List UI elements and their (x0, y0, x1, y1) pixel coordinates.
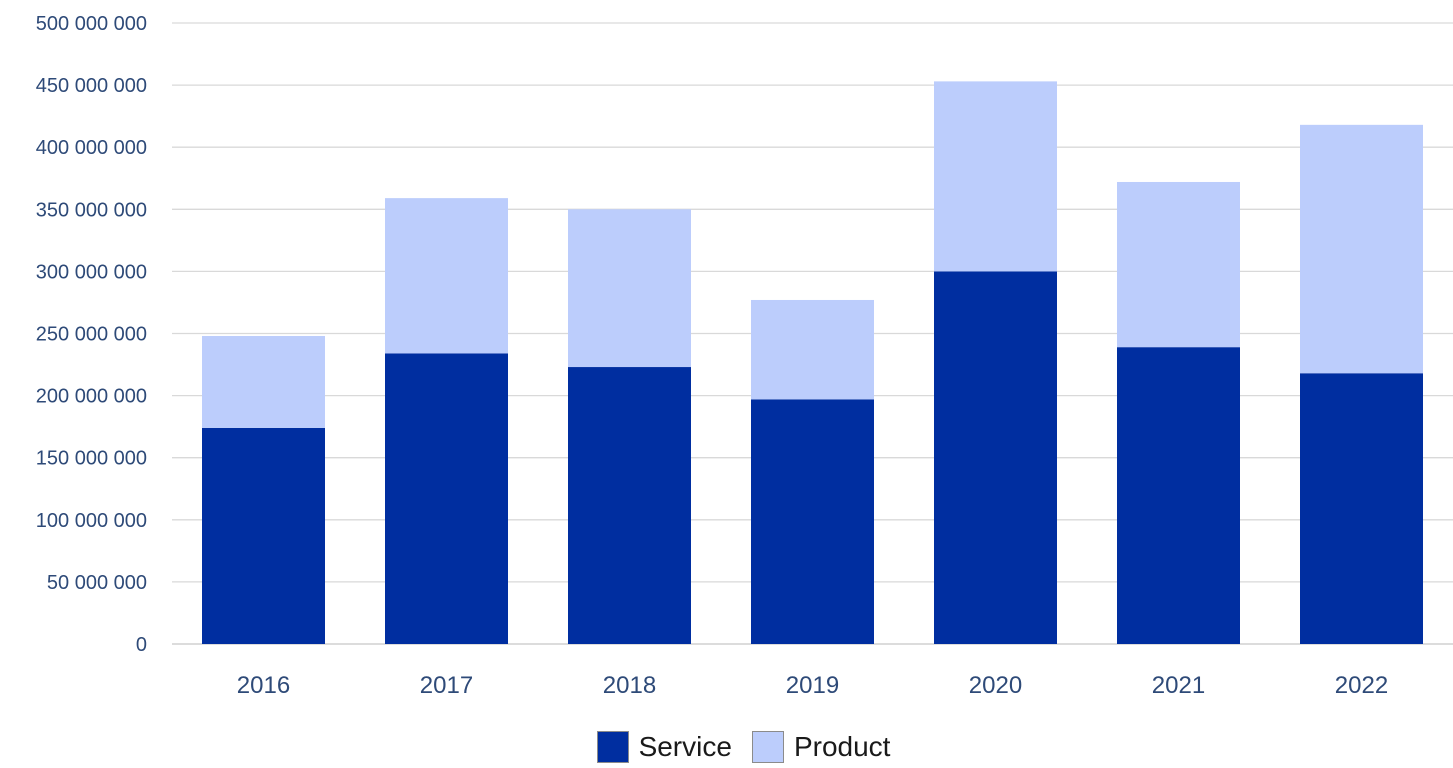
y-tick-label: 250 000 000 (36, 324, 147, 346)
bar-product-2016[interactable] (202, 335, 325, 428)
x-tick-label: 2022 (1335, 672, 1388, 699)
y-tick-label: 100 000 000 (36, 510, 147, 532)
x-tick-label: 2018 (603, 672, 656, 699)
bar-service-2022[interactable] (1300, 373, 1423, 644)
y-tick-label: 150 000 000 (36, 448, 147, 470)
y-tick-label: 50 000 000 (47, 572, 147, 594)
y-tick-label: 500 000 000 (36, 13, 147, 35)
bars (202, 81, 1423, 644)
y-tick-label: 300 000 000 (36, 261, 147, 283)
legend-item-service[interactable]: Service (596, 731, 732, 763)
legend: Service Product (0, 726, 1453, 768)
y-axis-tick-labels: 0 50 000 000 100 000 000 150 000 000 200 000… (36, 13, 147, 656)
bar-service-2018[interactable] (568, 367, 691, 644)
legend-item-product[interactable]: Product (751, 731, 891, 763)
legend-label-product: Product (793, 731, 891, 762)
y-tick-label: 350 000 000 (36, 199, 147, 221)
legend-swatch-service (596, 731, 629, 763)
x-tick-label: 2020 (969, 672, 1022, 699)
y-tick-label: 200 000 000 (36, 386, 147, 408)
bar-product-2019[interactable] (751, 299, 874, 400)
x-tick-label: 2017 (420, 672, 473, 699)
bar-service-2020[interactable] (934, 271, 1057, 644)
legend-label-service: Service (638, 731, 732, 762)
x-tick-label: 2016 (237, 672, 290, 699)
bar-product-2022[interactable] (1300, 124, 1423, 374)
y-tick-label: 0 (136, 634, 147, 656)
bar-product-2020[interactable] (934, 81, 1057, 272)
y-tick-label: 400 000 000 (36, 137, 147, 159)
bar-product-2018[interactable] (568, 209, 691, 368)
bar-product-2021[interactable] (1117, 181, 1240, 348)
x-axis-tick-labels: 2016 2017 2018 2019 2020 2021 2022 (237, 672, 1388, 699)
bar-service-2017[interactable] (385, 353, 508, 644)
x-tick-label: 2021 (1152, 672, 1205, 699)
bar-service-2021[interactable] (1117, 347, 1240, 644)
y-tick-label: 450 000 000 (36, 75, 147, 97)
x-tick-label: 2019 (786, 672, 839, 699)
bar-service-2019[interactable] (751, 399, 874, 644)
bar-service-2016[interactable] (202, 427, 325, 644)
bar-product-2017[interactable] (385, 198, 508, 354)
legend-swatch-product (751, 731, 784, 763)
stacked-bar-chart: 0 50 000 000 100 000 000 150 000 000 200 000… (36, 13, 1453, 699)
